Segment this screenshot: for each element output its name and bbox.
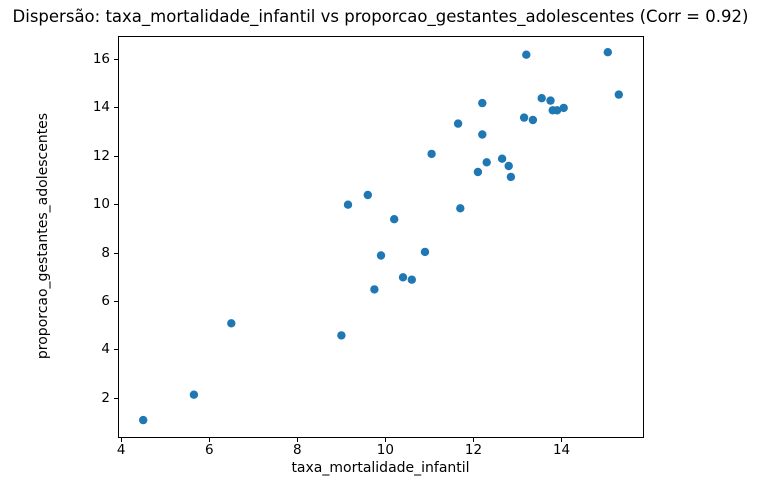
data-point [497,154,507,163]
y-tick-label: 10 [92,196,110,213]
x-tick-mark [561,438,563,442]
data-point [398,273,408,282]
chart-title: Dispersão: taxa_mortalidade_infantil vs … [12,7,749,26]
x-tick-label: 4 [116,442,126,458]
data-point [528,115,538,125]
data-point [603,48,612,57]
data-point [482,158,491,167]
data-point [552,106,562,115]
data-point [139,415,148,425]
x-tick-mark [120,438,122,442]
data-point [390,215,399,224]
y-tick-mark [114,155,118,157]
x-tick-label: 6 [204,442,214,458]
x-tick-mark [208,438,210,442]
y-tick-mark [114,252,118,254]
data-point [363,190,372,200]
y-tick-mark [114,107,118,109]
x-tick-mark [296,438,298,442]
x-tick-label: 14 [552,442,571,458]
x-tick-mark [472,438,474,442]
y-tick-label: 14 [92,99,110,116]
x-tick-label: 10 [376,442,394,458]
data-point [522,50,531,59]
data-point [478,130,487,139]
data-point [343,200,353,209]
data-point [506,172,516,182]
data-point [427,149,436,159]
data-point [370,285,379,294]
y-tick-label: 8 [101,244,110,261]
data-point [456,204,465,213]
y-tick-mark [114,300,118,302]
data-point [407,275,416,284]
data-point [559,103,568,113]
x-tick-label: 12 [464,442,483,458]
y-tick-label: 12 [92,147,110,164]
y-tick-label: 2 [101,389,110,406]
data-point [337,331,346,340]
data-point [504,161,513,171]
data-point [614,90,623,99]
x-axis-label: taxa_mortalidade_infantil [291,460,470,476]
data-point [546,96,555,105]
data-point [227,319,236,328]
y-axis-label: proporcao_gestantes_adolescentes [35,112,51,360]
data-point [473,167,483,177]
y-tick-label: 6 [101,292,110,309]
data-point [519,113,529,122]
y-tick-mark [114,397,118,399]
y-tick-label: 16 [92,51,110,67]
y-tick-label: 4 [101,341,110,358]
data-point [376,251,386,260]
data-point [478,98,487,108]
x-tick-mark [384,438,386,442]
scatter-points-layer [139,48,623,425]
data-point [453,119,463,128]
data-point [537,94,546,103]
data-point [189,390,199,399]
y-tick-mark [114,59,118,60]
plot-area [118,36,644,438]
x-tick-label: 8 [293,442,302,458]
data-point [420,247,430,257]
y-tick-mark [114,204,118,206]
y-tick-mark [114,349,118,351]
